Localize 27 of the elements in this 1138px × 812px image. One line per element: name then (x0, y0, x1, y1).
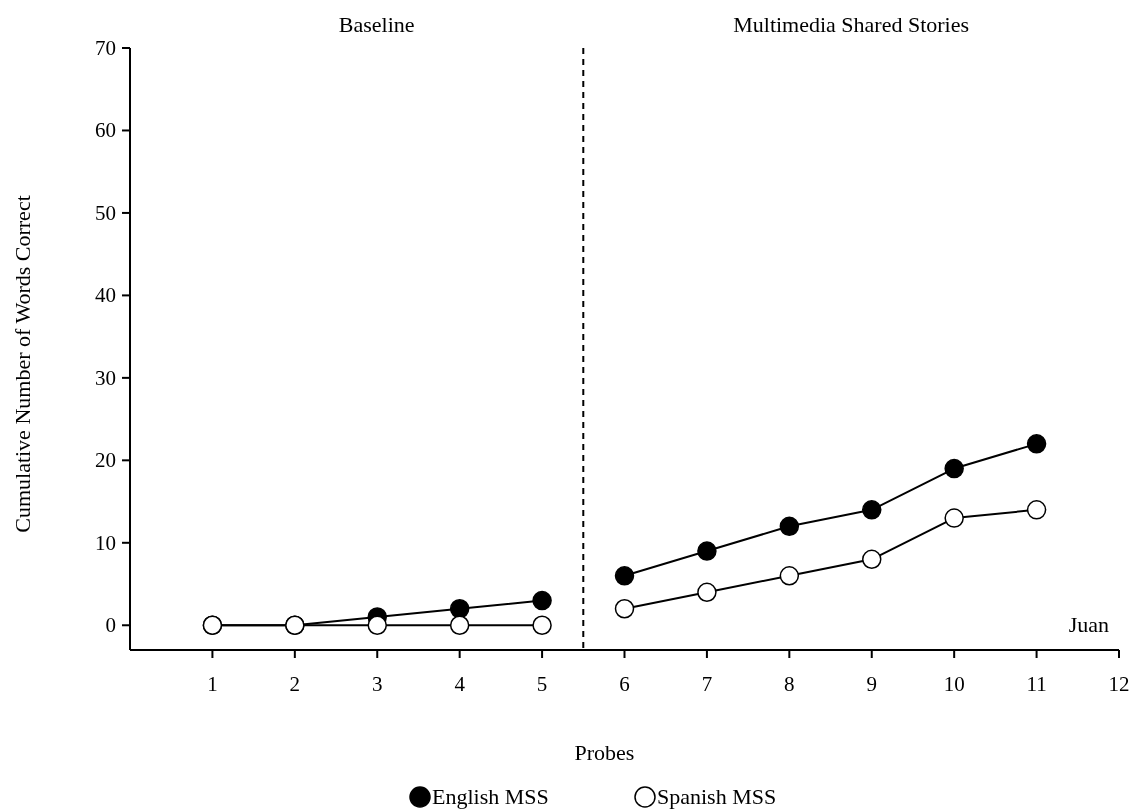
y-tick-label: 30 (95, 365, 116, 390)
x-axis-title: Probes (574, 740, 635, 765)
x-tick-label: 10 (943, 672, 965, 696)
y-tick-label: 10 (95, 530, 116, 555)
x-tick-label: 5 (536, 672, 548, 696)
x-tick-label: 9 (866, 672, 877, 696)
y-tick-label: 70 (95, 36, 116, 60)
x-tick-label: 2 (289, 672, 301, 696)
y-tick-label: 50 (95, 200, 116, 225)
text: Baseline (338, 12, 415, 37)
x-tick-label: 3 (372, 672, 383, 696)
x-tick-label: 4 (454, 672, 466, 696)
y-tick-label: 20 (95, 448, 116, 473)
y-tick-label: 40 (95, 283, 116, 308)
x-tick-label: 6 (619, 672, 630, 696)
y-tick-label: 0 (105, 613, 116, 638)
legend-label: Spanish MSS (657, 784, 777, 809)
x-tick-label: 11 (1026, 672, 1047, 696)
y-tick-label: 60 (95, 118, 116, 143)
y-axis-title: Cumulative Number of Words Correct (10, 195, 35, 533)
annotation: Juan (1068, 612, 1109, 638)
x-tick-label: 8 (784, 672, 795, 696)
x-tick-label: 12 (1108, 672, 1130, 696)
text: Multimedia Shared Stories (733, 12, 970, 37)
x-tick-label: 7 (701, 672, 713, 696)
x-tick-label: 1 (207, 672, 218, 696)
legend-label: English MSS (432, 784, 549, 809)
